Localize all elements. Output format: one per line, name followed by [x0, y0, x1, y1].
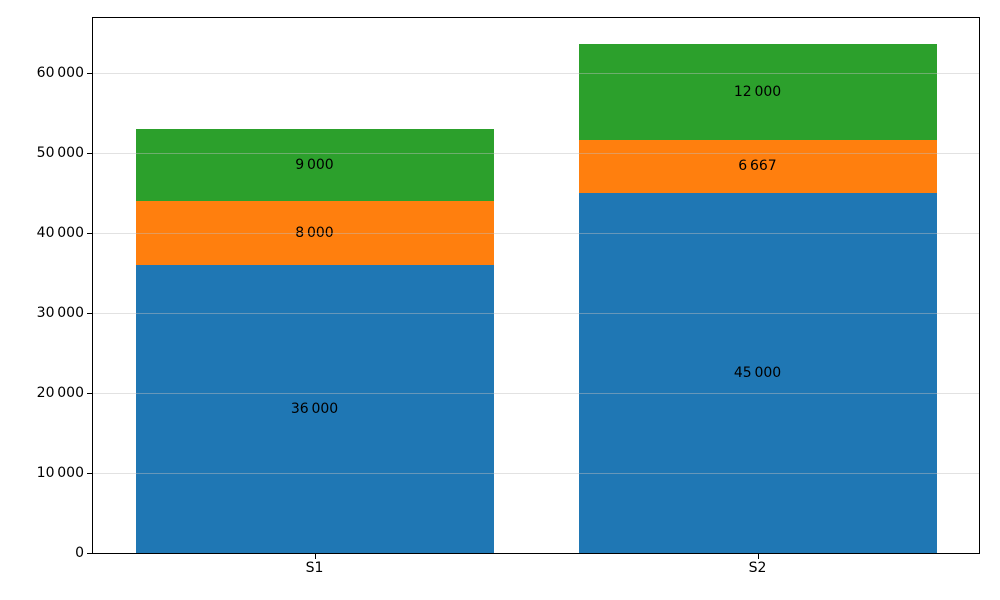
segment-value-label: 8 000: [295, 225, 334, 242]
y-tick-label: 10 000: [36, 465, 84, 482]
segment-value-label: 45 000: [733, 365, 782, 382]
bar-segment-s2-top-segment: 12 000: [578, 43, 937, 140]
bar-segment-s1-bottom-segment: 36 000: [135, 265, 494, 553]
y-tick-mark: [87, 392, 92, 394]
bar-segment-s2-middle-segment: 6 667: [578, 139, 937, 194]
y-tick-label: 40 000: [36, 225, 84, 242]
y-tick-label: 60 000: [36, 65, 84, 82]
segment-value-label: 12 000: [733, 83, 782, 100]
plot-area: 36 000 8 000 9 000 45 000 6 667 12 000: [92, 17, 980, 554]
y-tick-label: 50 000: [36, 145, 84, 162]
segment-value-label: 36 000: [290, 401, 339, 418]
x-tick-mark: [314, 554, 316, 559]
y-tick-mark: [87, 472, 92, 474]
bars-layer: 36 000 8 000 9 000 45 000 6 667 12 000: [93, 18, 979, 553]
y-tick-label: 20 000: [36, 385, 84, 402]
x-tick-mark: [757, 554, 759, 559]
y-tick-label: 0: [75, 545, 84, 561]
y-tick-label: 30 000: [36, 305, 84, 322]
y-tick-mark: [87, 312, 92, 314]
x-tick-label: S2: [748, 560, 767, 576]
y-tick-mark: [87, 552, 92, 554]
x-tick-label: S1: [305, 560, 324, 576]
y-tick-mark: [87, 72, 92, 74]
bar-segment-s2-bottom-segment: 45 000: [578, 193, 937, 553]
y-tick-mark: [87, 232, 92, 234]
segment-value-label: 9 000: [295, 157, 334, 174]
y-tick-mark: [87, 152, 92, 154]
bar-segment-s1-middle-segment: 8 000: [135, 201, 494, 266]
segment-value-label: 6 667: [738, 158, 777, 175]
bar-segment-s1-top-segment: 9 000: [135, 129, 494, 202]
